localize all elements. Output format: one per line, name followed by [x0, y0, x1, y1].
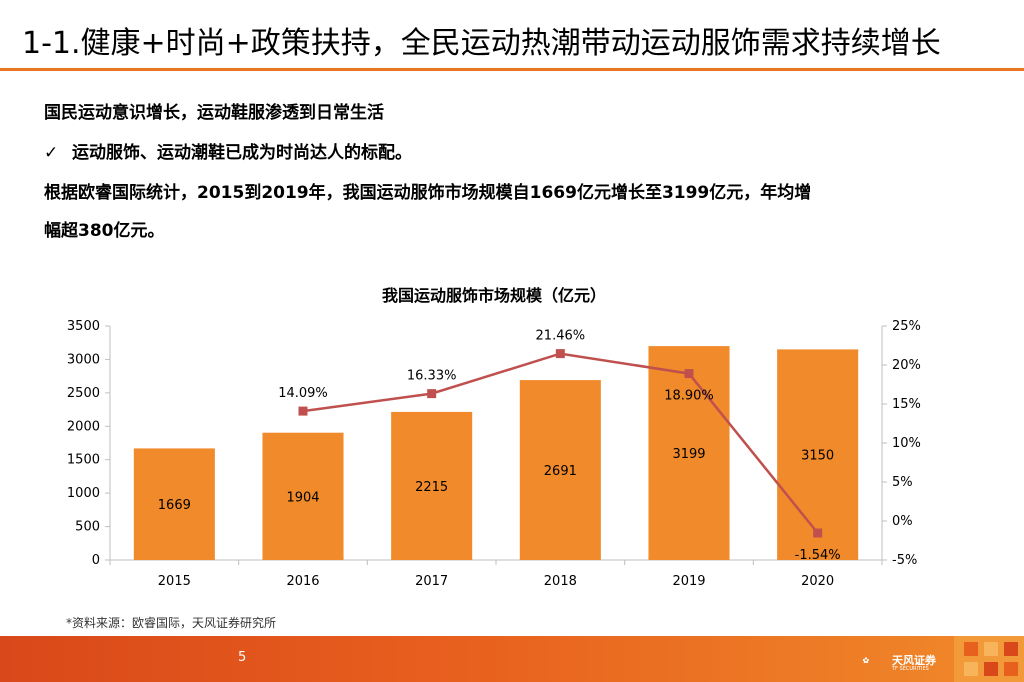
y-right-tick-label: 5%	[892, 475, 913, 490]
title-divider	[0, 68, 1024, 71]
slide-title: 1-1.健康+时尚+政策扶持，全民运动热潮带动运动服饰需求持续增长	[22, 26, 941, 61]
growth-marker	[555, 349, 565, 359]
bar-value-label: 1669	[158, 498, 191, 513]
growth-value-label: 16.33%	[407, 369, 457, 384]
chart-axes: 0 500 1000 1500 2000 2500 3000 3500 -5% 0% 5% 10% 15…	[67, 319, 921, 589]
page-number: 5	[238, 650, 247, 665]
company-logo-icon	[862, 657, 869, 664]
x-tick-label: 2019	[672, 574, 705, 589]
bar	[519, 380, 601, 560]
y-left-tick-label: 500	[75, 520, 100, 535]
y-left-tick-label: 2000	[67, 419, 100, 434]
bar-value-label: 1904	[286, 490, 319, 505]
y-right-tick-label: 10%	[892, 436, 921, 451]
body-line-1: 国民运动意识增长，运动鞋服渗透到日常生活	[44, 103, 384, 123]
growth-value-label: -1.54%	[795, 548, 841, 563]
bar-value-label: 3199	[672, 447, 705, 462]
bar	[648, 346, 730, 560]
logo-subtext: TF SECURITIES	[892, 666, 929, 672]
growth-marker	[684, 369, 694, 379]
body-line-2: ✓ 运动服饰、运动潮鞋已成为时尚达人的标配。	[44, 138, 412, 163]
y-left-tick-label: 1000	[67, 486, 100, 501]
body-line-4: 幅超380亿元。	[44, 221, 165, 241]
y-left-tick-label: 0	[92, 553, 100, 568]
bar	[262, 432, 344, 560]
y-left-tick-label: 2500	[67, 386, 100, 401]
bar	[777, 349, 859, 560]
body-line-3: 根据欧睿国际统计，2015到2019年，我国运动服饰市场规模自1669亿元增长至…	[44, 183, 812, 203]
growth-value-label: 21.46%	[536, 329, 586, 344]
data-labels: 1669 1904 2215 2691 3199 3150 14.09% 16.33% 21.4…	[158, 329, 841, 563]
footer-decoration	[954, 636, 1024, 682]
bar-value-label: 3150	[801, 449, 834, 464]
chart-svg: 我国运动服饰市场规模（亿元） 0 500 1000 1500 2000 2500 3000 3…	[67, 286, 921, 589]
bar-value-label: 2215	[415, 480, 448, 495]
y-left-tick-label: 1500	[67, 453, 100, 468]
y-right-tick-label: 25%	[892, 319, 921, 334]
y-right-tick-label: 20%	[892, 358, 921, 373]
growth-value-label: 14.09%	[278, 386, 328, 401]
body-line-2-text: 运动服饰、运动潮鞋已成为时尚达人的标配。	[72, 143, 412, 163]
y-right-tick-label: 0%	[892, 514, 913, 529]
growth-marker	[427, 389, 437, 399]
bar-value-label: 2691	[544, 464, 577, 479]
chart-title: 我国运动服饰市场规模（亿元）	[382, 286, 606, 305]
bar	[391, 411, 473, 560]
y-right-tick-label: 15%	[892, 397, 921, 412]
growth-marker	[813, 528, 823, 538]
x-tick-label: 2016	[286, 574, 319, 589]
market-size-chart: 我国运动服饰市场规模（亿元） 0 500 1000 1500 2000 2500 3000 3…	[0, 270, 1024, 610]
x-tick-label: 2018	[544, 574, 577, 589]
x-tick-label: 2020	[801, 574, 834, 589]
footer-band	[0, 636, 1024, 682]
source-note: *资料来源：欧睿国际，天风证券研究所	[66, 616, 277, 630]
bar-series	[133, 346, 859, 560]
y-right-tick-label: -5%	[892, 553, 917, 568]
growth-line-series	[298, 349, 823, 538]
x-tick-label: 2017	[415, 574, 448, 589]
growth-marker	[298, 406, 308, 416]
bar	[133, 448, 215, 560]
growth-value-label: 18.90%	[664, 389, 714, 404]
y-left-tick-label: 3500	[67, 319, 100, 334]
logo-text: 天风证券	[892, 654, 936, 667]
x-tick-label: 2015	[158, 574, 191, 589]
checkmark-icon: ✓	[44, 143, 59, 163]
y-left-tick-label: 3000	[67, 352, 100, 367]
